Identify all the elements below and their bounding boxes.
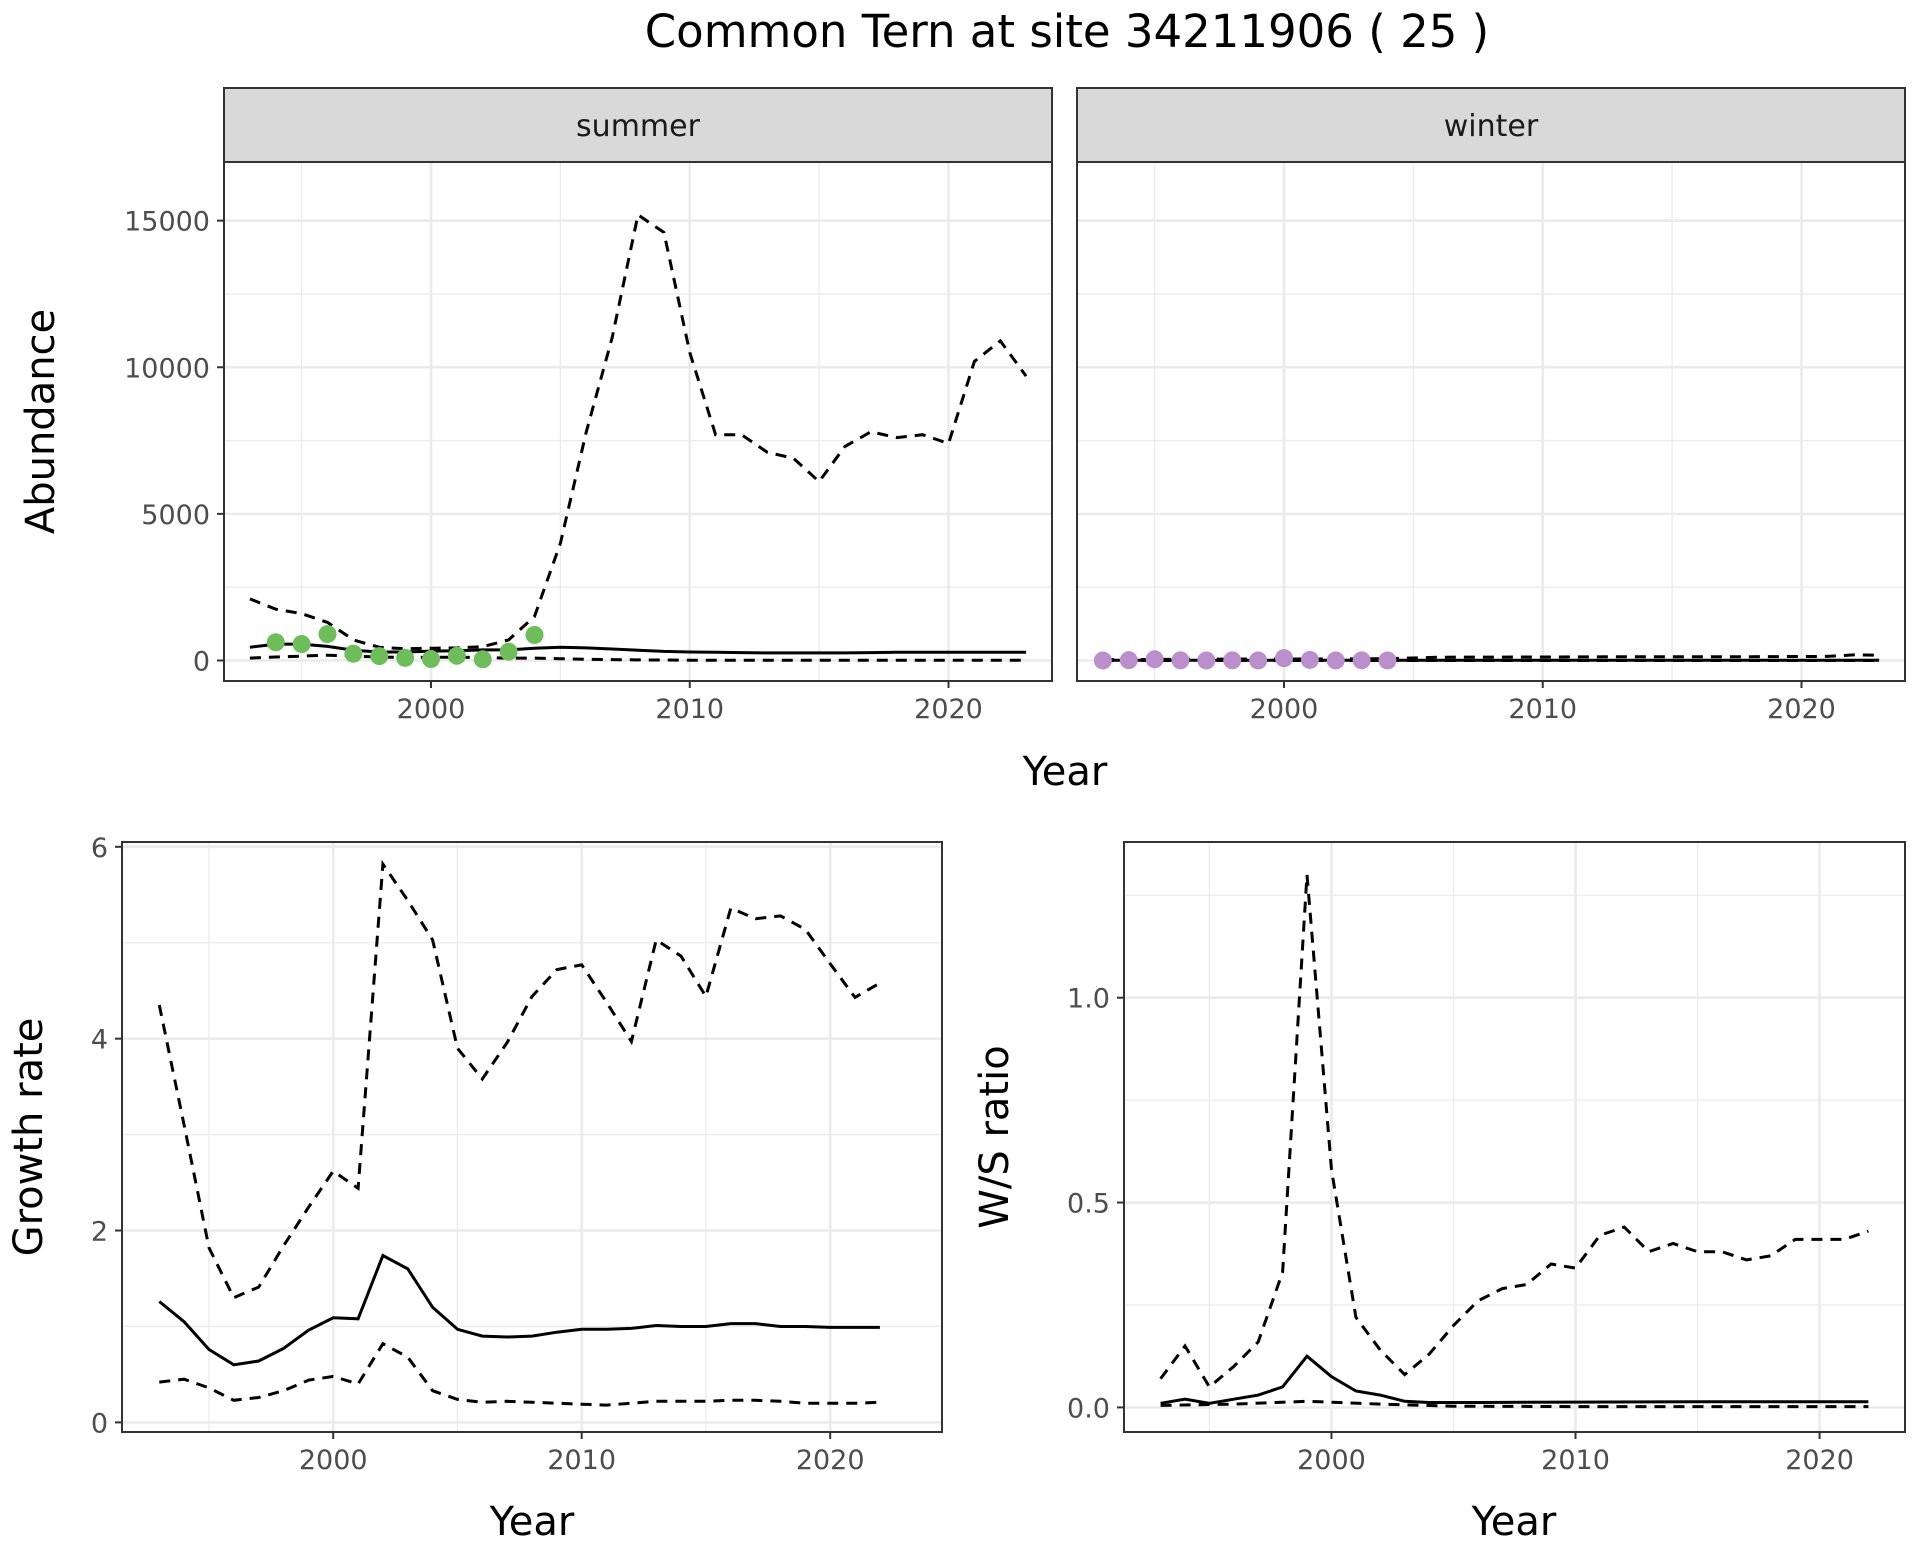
x-tick-label: 2010 (547, 1445, 616, 1476)
series-line-ci-2 (159, 1341, 880, 1407)
main-title: Common Tern at site 34211906 ( 25 ) (645, 5, 1489, 58)
y-axis-title-top: Abundance (18, 309, 64, 534)
y-tick-label: 0 (91, 1408, 108, 1439)
facet-strip (1076, 87, 1906, 163)
panel-border (1123, 841, 1906, 1433)
data-point (1145, 650, 1164, 669)
x-tick-label: 2020 (914, 694, 983, 725)
data-point (1275, 649, 1293, 668)
y-tick-label: 5000 (141, 500, 210, 531)
data-point (1300, 650, 1319, 669)
facet-label: winter (1444, 109, 1539, 144)
data-point (1223, 651, 1242, 670)
panel-border (121, 841, 943, 1433)
data-point (525, 625, 544, 644)
series-line-mean-0 (249, 642, 1027, 655)
x-tick-label: 2000 (1250, 694, 1319, 725)
x-tick-label: 2000 (397, 694, 466, 725)
data-point (344, 644, 363, 663)
y-axis-title: Growth rate (6, 1018, 52, 1257)
series-line-ci-2 (1160, 1399, 1869, 1409)
y-tick-label: 2 (91, 1217, 108, 1248)
data-point (318, 625, 337, 644)
y-tick-label: 0 (193, 646, 210, 677)
series-line-ci-2 (249, 653, 1027, 662)
facet-strip (223, 87, 1053, 163)
x-tick-label: 2020 (796, 1445, 865, 1476)
data-point (499, 642, 518, 661)
series-line-mean-0 (158, 1253, 880, 1367)
data-point (1171, 651, 1190, 670)
data-point (1326, 651, 1345, 670)
panel-2: winter 2000 2010 2020 (1076, 87, 1906, 725)
x-axis-title: Year (1471, 1499, 1557, 1545)
x-tick-label: 2010 (1508, 694, 1577, 725)
data-point (1352, 651, 1371, 670)
y-tick-label: 1.0 (1067, 984, 1110, 1015)
data-point (292, 635, 311, 654)
panel-1: summer 2000 2010 2020 0 5000 10000 15000 (124, 87, 1053, 725)
y-tick-label: 4 (91, 1025, 108, 1056)
y-tick-label: 15000 (124, 207, 210, 238)
panel-4: 2000 2010 2020 0.0 0.5 1.0 Year W/S ratio (972, 841, 1906, 1545)
x-axis-title: Year (489, 1499, 575, 1545)
panel-border (223, 161, 1053, 682)
series-line-ci-1 (157, 859, 881, 1300)
data-point (1249, 651, 1268, 670)
facet-label: summer (576, 109, 701, 144)
x-tick-label: 2000 (299, 1445, 368, 1476)
y-tick-label: 10000 (124, 353, 210, 384)
data-point (370, 647, 389, 666)
data-point (1119, 651, 1138, 670)
y-tick-label: 6 (91, 833, 108, 864)
data-point (1197, 651, 1216, 670)
panel-border (1076, 161, 1906, 682)
data-point (1378, 651, 1397, 670)
y-axis-title: W/S ratio (972, 1045, 1018, 1228)
x-tick-label: 2000 (1297, 1445, 1366, 1476)
series-line-ci-1 (249, 212, 1028, 651)
series-line-mean-0 (1160, 1354, 1869, 1405)
series-line-ci-1 (1159, 874, 1869, 1390)
data-point (1093, 651, 1112, 670)
x-tick-label: 2020 (1785, 1445, 1854, 1476)
data-point (396, 648, 415, 667)
y-tick-label: 0.5 (1067, 1189, 1110, 1220)
data-point (266, 633, 285, 652)
data-point (422, 650, 440, 669)
x-tick-label: 2010 (655, 694, 724, 725)
x-tick-label: 2010 (1541, 1445, 1610, 1476)
data-point (473, 650, 492, 669)
x-axis-title-top: Year (1022, 749, 1108, 795)
panel-3: 2000 2010 2020 0 2 4 6 Year Growth rate (6, 833, 943, 1545)
x-tick-label: 2020 (1767, 694, 1836, 725)
y-tick-label: 0.0 (1067, 1393, 1110, 1424)
data-point (447, 646, 466, 665)
